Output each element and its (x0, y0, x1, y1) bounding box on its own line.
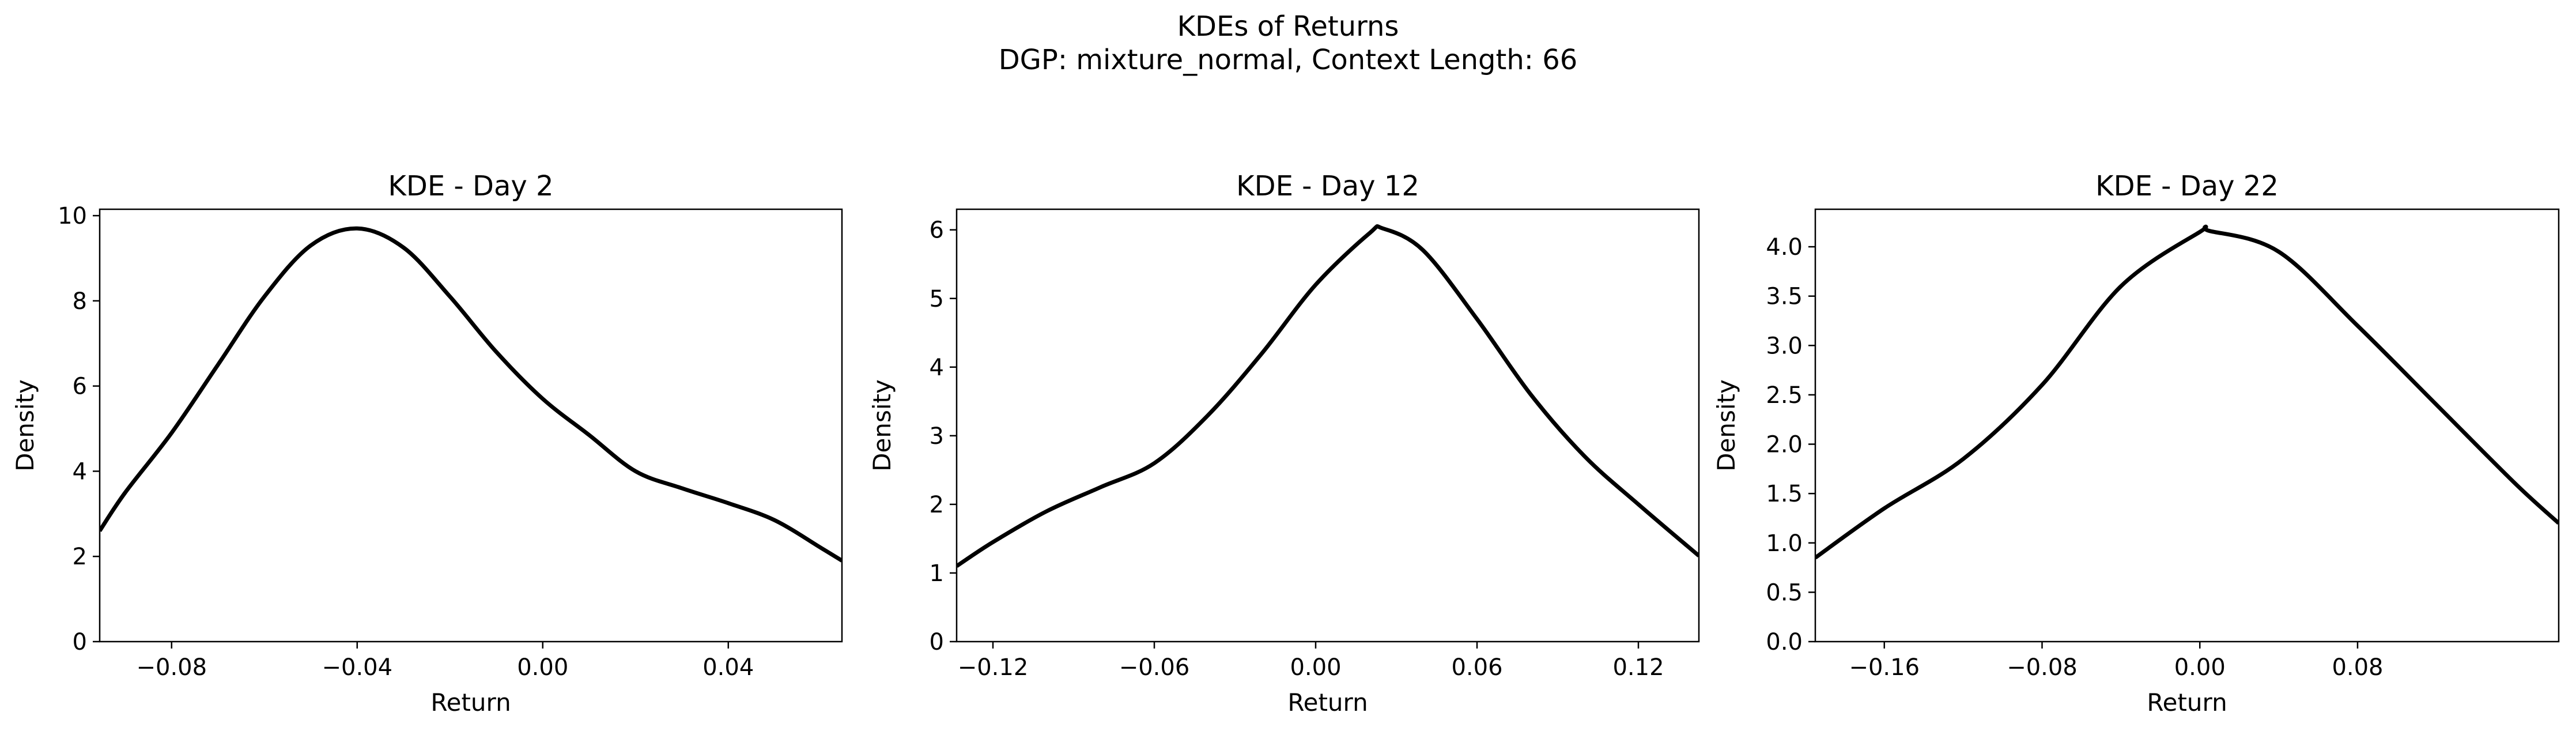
y-tick-label: 2 (73, 544, 87, 570)
x-tick-label: 0.00 (1290, 654, 1341, 681)
axes-frame (955, 208, 1700, 643)
x-tick-label: −0.06 (1119, 654, 1190, 681)
subplot-title: KDE - Day 2 (388, 170, 553, 202)
y-tick-label: 4 (930, 355, 944, 381)
x-axis-label: Return (1287, 688, 1368, 717)
x-tick-label: 0.04 (702, 654, 754, 681)
subplot-title: KDE - Day 22 (2095, 170, 2279, 202)
x-tick-label: −0.16 (1849, 654, 1920, 681)
x-tick-label: 0.06 (1451, 654, 1502, 681)
y-tick-label: 5 (930, 286, 944, 312)
subplot-day-12: −0.12 −0.06 0.00 0.06 0.12 0 1 2 3 4 5 6 KDE - Day 1… (868, 170, 1700, 717)
y-axis-label: Density (1712, 379, 1740, 472)
y-tick-label: 2.5 (1766, 382, 1803, 409)
axes-frame (99, 208, 843, 643)
y-tick-label: 4.0 (1766, 234, 1803, 261)
y-tick-label: 0.0 (1766, 629, 1803, 655)
y-tick-label: 6 (930, 217, 944, 244)
figure-title-line-1: KDEs of Returns (1177, 10, 1399, 43)
y-tick-label: 1.5 (1766, 481, 1803, 507)
subplot-day-22: −0.16 −0.08 0.00 0.08 0.0 0.5 1.0 1.5 2.0 2.5 3.0 3… (1712, 170, 2560, 717)
y-tick-label: 1 (930, 560, 944, 587)
y-tick-label: 6 (73, 374, 87, 400)
y-tick-label: 3 (930, 423, 944, 450)
y-tick-label: 2.0 (1766, 432, 1803, 458)
subplot-title: KDE - Day 12 (1236, 170, 1419, 202)
y-tick-label: 0 (930, 629, 944, 655)
x-tick-label: −0.08 (136, 654, 207, 681)
x-tick-label: 0.00 (517, 654, 568, 681)
kde-line-series-1 (1815, 224, 2559, 560)
subplot-day-2: −0.08 −0.04 0.00 0.04 0 2 4 6 8 10 KDE - Day 2 Retu… (11, 170, 843, 717)
x-axis-label: Return (2147, 688, 2227, 717)
x-tick-label: 0.00 (2174, 654, 2226, 681)
figure-title-line-2: DGP: mixture_normal, Context Length: 66 (999, 44, 1578, 76)
kde-line-series-1 (100, 226, 842, 563)
x-axis-label: Return (430, 688, 511, 717)
x-tick-label: 0.08 (2332, 654, 2383, 681)
y-tick-label: 0.5 (1766, 579, 1803, 606)
y-tick-label: 1.0 (1766, 530, 1803, 557)
axes-frame (1814, 208, 2560, 643)
kde-line-series-1 (957, 224, 1699, 568)
y-tick-label: 10 (58, 203, 87, 229)
y-tick-label: 2 (930, 492, 944, 518)
y-tick-label: 0 (73, 629, 87, 655)
y-tick-label: 3.0 (1766, 333, 1803, 359)
y-tick-label: 8 (73, 288, 87, 315)
y-tick-label: 4 (73, 458, 87, 485)
x-tick-label: −0.04 (322, 654, 392, 681)
y-axis-label: Density (11, 379, 39, 472)
y-tick-label: 3.5 (1766, 284, 1803, 310)
x-tick-label: −0.12 (958, 654, 1029, 681)
y-axis-label: Density (868, 379, 896, 472)
x-tick-label: −0.08 (2007, 654, 2078, 681)
x-tick-label: 0.12 (1612, 654, 1664, 681)
